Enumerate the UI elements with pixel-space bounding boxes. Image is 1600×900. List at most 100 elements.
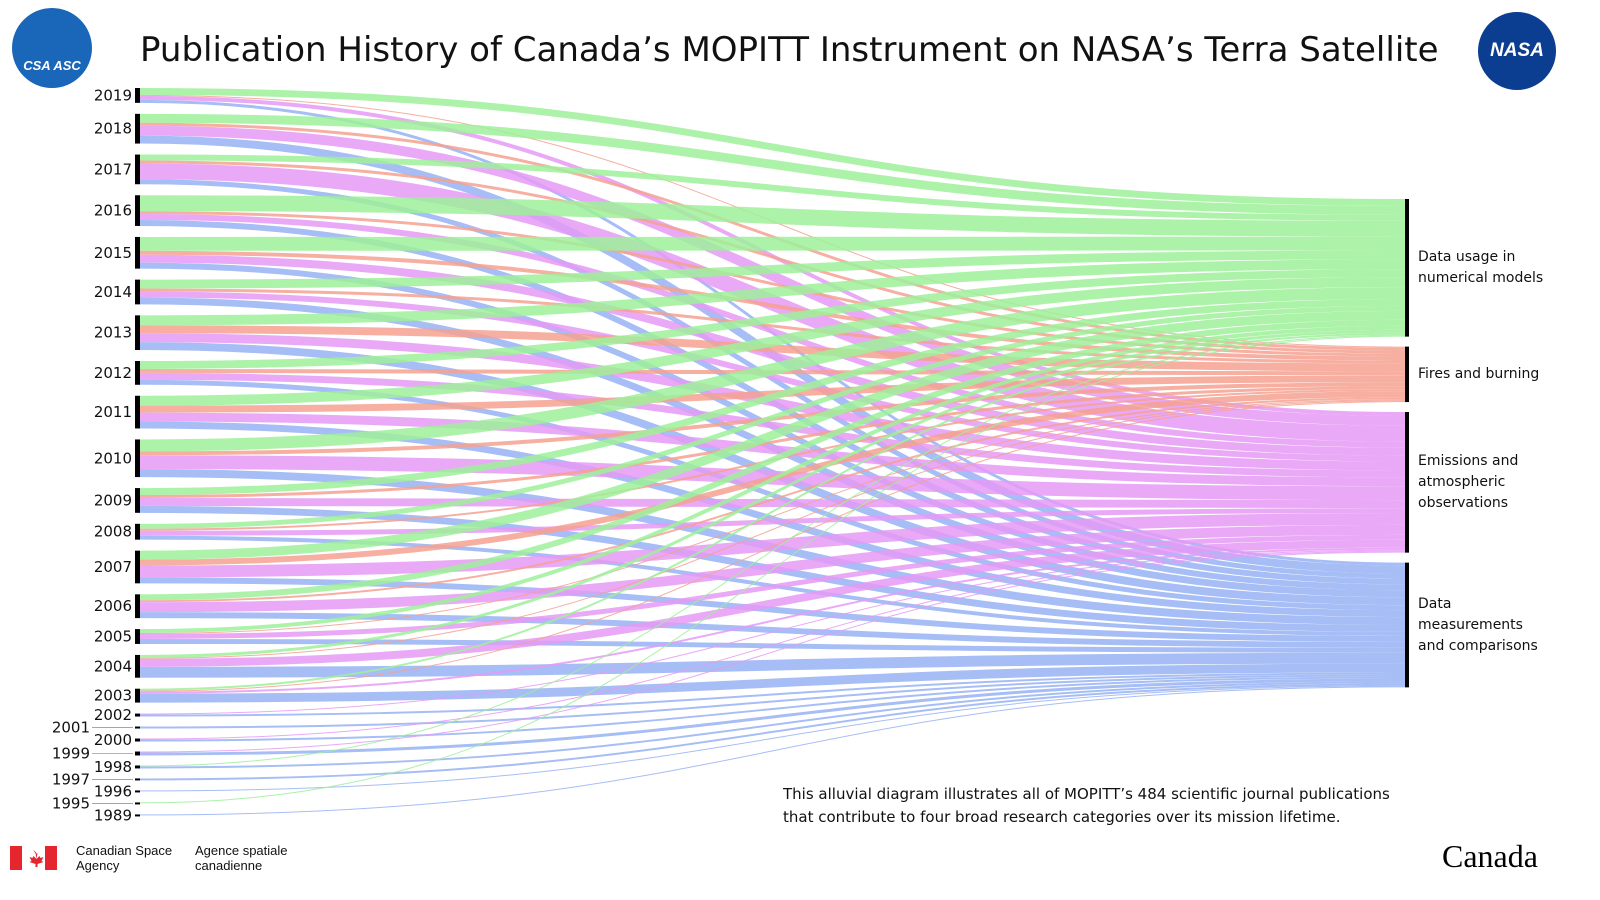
nasa-logo-text: NASA — [1490, 40, 1544, 61]
year-node-2010 — [135, 439, 140, 478]
category-node — [1405, 412, 1409, 553]
year-label: 2013 — [94, 324, 132, 342]
year-node-1999 — [135, 751, 140, 756]
year-label: 2014 — [94, 283, 132, 301]
flow-2011-0 — [139, 277, 1406, 406]
year-node-2015 — [135, 236, 140, 269]
flow-2003-1 — [139, 401, 1406, 692]
year-label: 2016 — [94, 202, 132, 220]
year-label: 1997 — [52, 770, 90, 788]
year-label: 1989 — [94, 806, 132, 824]
category-node — [1405, 562, 1409, 688]
flow-2004-0 — [139, 329, 1406, 658]
category-label: Data measurements and comparisons — [1418, 595, 1538, 654]
year-label: 1996 — [94, 782, 132, 800]
year-label: 2001 — [52, 719, 90, 737]
year-label: 2004 — [94, 657, 132, 675]
flow-1989-3 — [139, 686, 1406, 816]
year-label: 1999 — [52, 744, 90, 762]
category-label: Emissions and atmospheric observations — [1418, 452, 1519, 511]
flow-2002-2 — [139, 549, 1406, 715]
year-label: 2011 — [94, 403, 132, 421]
year-label: 1995 — [52, 794, 90, 812]
nodes-group — [135, 88, 1409, 817]
year-labels-group: 2019 2018 2017 2016 2015 2014 2013 2012 2011 2010… — [52, 86, 133, 824]
flow-2009-2 — [139, 497, 1406, 509]
year-label: 2009 — [94, 491, 132, 509]
flow-2012-0 — [139, 269, 1406, 369]
flow-2013-1 — [139, 325, 1406, 372]
year-node-1995 — [135, 802, 140, 805]
year-node-2008 — [135, 523, 140, 540]
flow-2003-2 — [139, 547, 1406, 694]
year-label: 1998 — [94, 758, 132, 776]
flow-2015-2 — [139, 254, 1406, 456]
flow-2000-2 — [139, 550, 1406, 740]
flow-2011-2 — [139, 412, 1406, 487]
flow-2002-3 — [139, 672, 1406, 717]
year-node-2001 — [135, 726, 140, 729]
flow-2004-1 — [139, 400, 1406, 659]
year-node-2013 — [135, 315, 140, 351]
flow-2003-0 — [139, 332, 1406, 691]
flow-2006-1 — [139, 397, 1406, 603]
caption: This alluvial diagram illustrates all of… — [783, 785, 1390, 826]
year-label: 2007 — [94, 558, 132, 576]
year-label: 2003 — [94, 687, 132, 705]
flow-2006-0 — [139, 319, 1406, 601]
flow-2005-0 — [139, 325, 1406, 634]
year-label: 2002 — [94, 706, 132, 724]
flow-2016-2 — [139, 214, 1406, 448]
year-label: 2000 — [94, 731, 132, 749]
flow-2005-1 — [139, 399, 1406, 635]
flow-2006-2 — [139, 524, 1406, 613]
flow-2005-3 — [139, 638, 1406, 653]
year-label: 2018 — [94, 120, 132, 138]
flow-2013-0 — [139, 259, 1406, 326]
year-node-2016 — [135, 195, 140, 226]
year-label: 2017 — [94, 160, 132, 178]
flow-2000-3 — [139, 676, 1406, 742]
flow-2012-2 — [139, 372, 1406, 478]
flow-2018-1 — [139, 122, 1406, 351]
year-node-2002 — [135, 713, 140, 717]
flow-2007-3 — [139, 577, 1406, 642]
agency-name-fr: Agence spatiale canadienne — [195, 843, 288, 873]
flow-2014-2 — [139, 291, 1406, 462]
flow-2001-3 — [139, 674, 1406, 729]
flow-2014-0 — [139, 250, 1406, 289]
year-node-2019 — [135, 88, 140, 103]
year-node-1989 — [135, 814, 140, 817]
canada-wordmark: Canada — [1442, 838, 1538, 874]
flow-2009-1 — [139, 386, 1406, 498]
flow-2018-0 — [139, 113, 1406, 215]
csa-logo: CSA ASC — [12, 8, 92, 88]
year-node-2004 — [135, 654, 140, 678]
year-label: 2015 — [94, 244, 132, 262]
category-node — [1405, 346, 1409, 403]
flow-2008-2 — [139, 508, 1406, 536]
flow-2017-0 — [139, 154, 1406, 221]
flow-2006-3 — [139, 612, 1406, 648]
flow-2013-2 — [139, 333, 1406, 471]
category-node — [1405, 199, 1409, 337]
flow-1998-0 — [139, 334, 1406, 767]
flow-2014-1 — [139, 288, 1406, 364]
flow-2010-0 — [139, 287, 1406, 452]
agency-name-en: Canadian Space Agency — [76, 843, 173, 873]
canada-flag-icon — [10, 846, 57, 870]
year-label: 2005 — [94, 628, 132, 646]
flow-2009-0 — [139, 298, 1406, 495]
flow-2003-3 — [139, 663, 1406, 703]
year-node-2018 — [135, 113, 140, 144]
year-label: 2010 — [94, 449, 132, 467]
flow-2004-3 — [139, 652, 1406, 678]
year-node-2007 — [135, 550, 140, 584]
category-label: Fires and burning — [1418, 365, 1540, 382]
flow-2007-2 — [139, 513, 1406, 578]
year-label: 2019 — [94, 86, 132, 104]
year-label: 2006 — [94, 597, 132, 615]
flow-1999-3 — [139, 678, 1406, 756]
year-label: 2008 — [94, 523, 132, 541]
